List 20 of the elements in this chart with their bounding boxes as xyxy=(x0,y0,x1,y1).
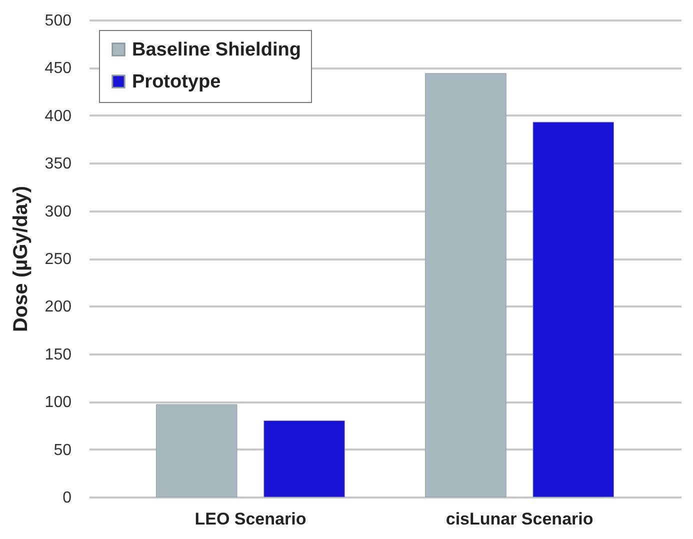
bar xyxy=(156,404,238,498)
bar xyxy=(264,420,345,498)
legend-label: Baseline Shielding xyxy=(132,40,301,60)
x-tick-label: LEO Scenario xyxy=(194,510,306,528)
y-axis-title: Dose (µGy/day) xyxy=(10,186,32,332)
y-tick-label: 300 xyxy=(44,203,72,220)
y-tick-label: 450 xyxy=(44,60,72,78)
y-tick-label: 150 xyxy=(44,346,72,364)
y-tick-label: 250 xyxy=(44,251,72,268)
bar xyxy=(425,73,506,498)
y-tick-label: 400 xyxy=(44,108,72,125)
legend-label: Prototype xyxy=(132,72,221,92)
y-tick-label: 0 xyxy=(62,490,72,506)
y-tick-label: 100 xyxy=(44,394,72,412)
y-tick-label: 50 xyxy=(54,442,72,459)
x-tick-label: cisLunar Scenario xyxy=(446,510,594,528)
y-tick-label: 350 xyxy=(44,156,72,173)
y-tick-label: 200 xyxy=(44,298,72,316)
bar xyxy=(532,122,614,498)
y-tick-label: 500 xyxy=(44,12,72,30)
